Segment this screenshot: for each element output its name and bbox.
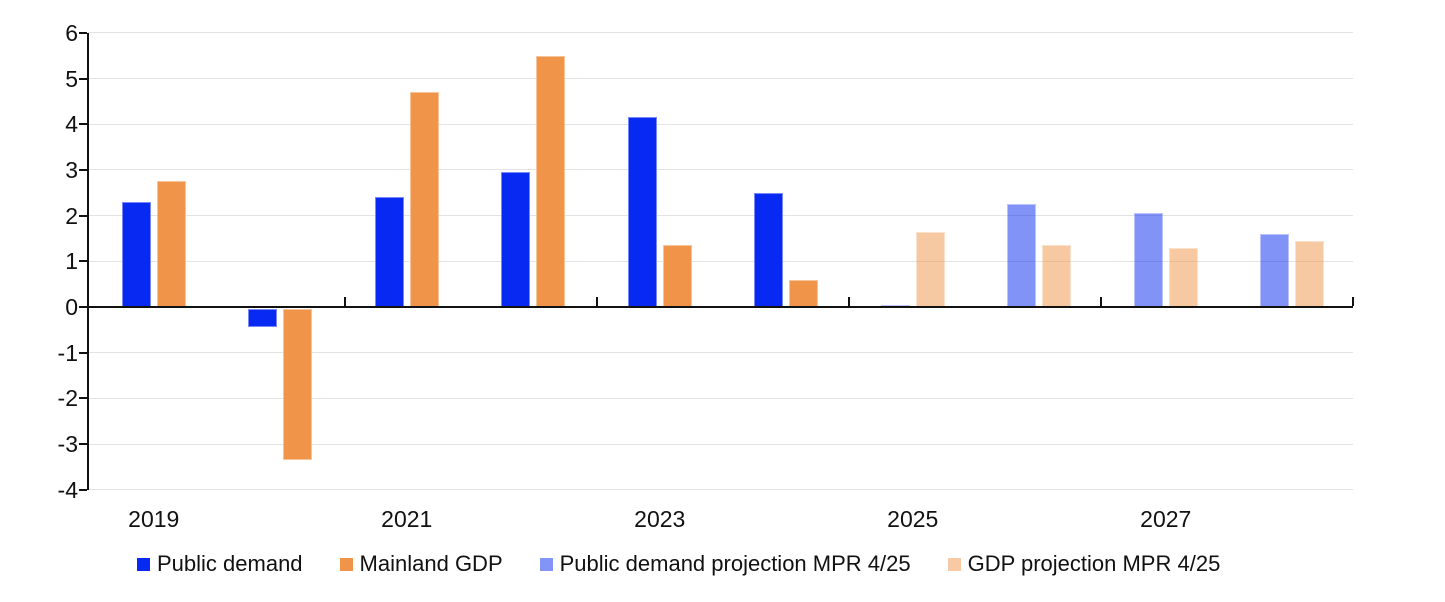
- legend-item-gdp-projection: GDP projection MPR 4/25: [947, 551, 1221, 577]
- x-tick: [1100, 297, 1102, 306]
- bar-public-demand-2021: [374, 197, 404, 307]
- legend-item-mainland-gdp: Mainland GDP: [339, 551, 503, 577]
- gridline: [88, 397, 1353, 399]
- y-tick: [79, 306, 87, 308]
- y-tick-label: -4: [57, 476, 78, 503]
- bar-mainland-gdp-2019: [156, 181, 186, 307]
- x-tick: [1352, 297, 1354, 306]
- bar-public-demand-projection-mpr-4-25-2026: [1007, 204, 1037, 307]
- x-tick: [848, 297, 850, 306]
- legend-swatch-public-demand: [137, 557, 150, 571]
- y-tick: [79, 488, 87, 491]
- y-tick-label: 5: [65, 65, 78, 92]
- bar-mainland-gdp-2022: [536, 55, 566, 307]
- bar-public-demand-2022: [501, 172, 531, 307]
- y-tick-label: -1: [57, 339, 78, 366]
- y-tick: [79, 77, 87, 80]
- bar-public-demand-2024: [754, 192, 784, 307]
- y-tick-label: 4: [65, 111, 78, 138]
- y-tick: [79, 214, 87, 217]
- gridline: [88, 215, 1353, 217]
- x-tick: [344, 297, 346, 306]
- gridline: [88, 123, 1353, 125]
- y-tick: [79, 168, 87, 171]
- y-tick-label: 3: [65, 156, 78, 183]
- bar-public-demand-2023: [627, 117, 657, 307]
- y-tick: [79, 443, 87, 446]
- x-tick-label: 2025: [887, 506, 939, 532]
- bar-public-demand-projection-mpr-4-25-2027: [1133, 213, 1163, 307]
- y-tick: [79, 397, 87, 400]
- gridline: [88, 169, 1353, 171]
- gridline: [88, 78, 1353, 79]
- gridline: [88, 32, 1353, 34]
- bar-mainland-gdp-2020: [283, 309, 313, 460]
- y-tick: [79, 123, 87, 126]
- bar-gdp-projection-mpr-4-25-2027: [1168, 247, 1198, 307]
- x-axis-line: [88, 306, 1353, 308]
- y-tick: [79, 31, 87, 34]
- y-tick-label: 6: [65, 19, 78, 46]
- bar-mainland-gdp-2021: [409, 92, 439, 307]
- x-tick-label: 2021: [381, 506, 433, 532]
- gridline: [88, 489, 1353, 491]
- legend-swatch-gdp-projection: [947, 557, 961, 571]
- y-tick-label: -2: [57, 385, 78, 412]
- y-tick-label: 1: [65, 248, 78, 275]
- y-tick-label: 2: [65, 202, 78, 229]
- legend: Public demand Mainland GDP Public demand…: [137, 551, 1220, 577]
- bar-gdp-projection-mpr-4-25-2028: [1295, 240, 1325, 307]
- legend-label-gdp-projection: GDP projection MPR 4/25: [967, 551, 1221, 576]
- y-tick-label: -3: [57, 431, 78, 458]
- gridline: [88, 260, 1353, 262]
- bar-public-demand-2019: [121, 201, 151, 307]
- legend-swatch-mainland-gdp: [339, 557, 353, 571]
- y-tick-label: 0: [65, 294, 78, 320]
- bar-mainland-gdp-2024: [789, 279, 819, 307]
- bar-gdp-projection-mpr-4-25-2026: [1042, 245, 1072, 307]
- legend-swatch-public-demand-projection: [539, 557, 553, 571]
- legend-label-public-demand: Public demand: [157, 551, 303, 576]
- bar-mainland-gdp-2023: [662, 245, 692, 307]
- x-tick-label: 2019: [128, 506, 180, 532]
- bar-gdp-projection-mpr-4-25-2025: [915, 231, 945, 307]
- legend-label-mainland-gdp: Mainland GDP: [359, 551, 503, 576]
- bar-public-demand-projection-mpr-4-25-2028: [1260, 233, 1290, 307]
- legend-item-public-demand-projection: Public demand projection MPR 4/25: [539, 551, 911, 577]
- x-tick-label: 2027: [1140, 506, 1192, 532]
- y-tick: [79, 351, 87, 354]
- y-tick: [79, 260, 87, 263]
- legend-label-public-demand-projection: Public demand projection MPR 4/25: [559, 551, 911, 576]
- y-axis-line: [87, 32, 89, 490]
- legend-item-public-demand: Public demand: [137, 551, 303, 577]
- bar-public-demand-2020: [248, 309, 278, 328]
- gridline: [88, 352, 1353, 354]
- gridline: [88, 443, 1353, 445]
- x-tick-label: 2023: [634, 506, 686, 532]
- x-tick: [596, 297, 598, 306]
